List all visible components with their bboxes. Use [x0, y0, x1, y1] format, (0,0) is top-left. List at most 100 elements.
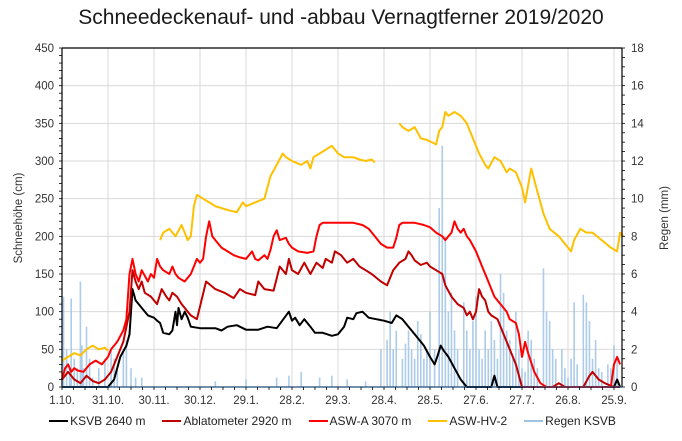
rain-bar [453, 330, 456, 387]
rain-bar [447, 311, 450, 387]
rain-bar [416, 321, 419, 387]
x-tick-label: 30.11. [138, 395, 169, 407]
series-regen-ksvb [62, 145, 618, 387]
x-tick-label: 27.6. [463, 395, 489, 407]
rain-bar [70, 298, 72, 387]
y2-tick-label: 8 [631, 231, 637, 243]
rain-bar [423, 358, 425, 387]
rain-bar [110, 349, 112, 387]
rain-bar [542, 268, 545, 387]
rain-bar [401, 358, 404, 387]
rain-bar [62, 296, 65, 387]
rain-bar [85, 326, 88, 387]
legend-label: Ablatometer 2920 m [183, 414, 292, 428]
gridlines [62, 47, 622, 387]
x-tick-label: 28.5. [417, 395, 443, 407]
y2-tick-label: 16 [631, 81, 644, 93]
x-tick-label: 30.12. [184, 395, 216, 407]
series-line [62, 288, 622, 388]
y2-tick-label: 14 [631, 118, 644, 130]
x-tick-label: 28.2. [279, 395, 305, 407]
rain-bar [554, 358, 557, 387]
y2-tick-label: 12 [631, 156, 644, 168]
rain-bar [140, 377, 143, 387]
rain-bar [478, 349, 480, 387]
rain-bar [318, 377, 321, 387]
x-tick-label: 28.4. [371, 395, 397, 407]
rain-bar [475, 296, 477, 387]
legend-swatch-icon [428, 420, 448, 422]
rain-bar [548, 321, 551, 387]
rain-bar [410, 349, 413, 387]
y2-tick-label: 6 [631, 269, 637, 281]
legend-swatch-icon [49, 420, 69, 422]
rain-bar [73, 358, 76, 387]
rain-bar [469, 349, 471, 387]
rain-bar [79, 281, 82, 387]
series-line [61, 250, 621, 388]
rain-bar [551, 349, 554, 387]
legend-swatch-icon [524, 420, 544, 422]
rain-bar [484, 330, 486, 387]
series-lines [61, 111, 624, 388]
rain-bar [407, 330, 410, 387]
rain-bar [125, 339, 128, 387]
rain-bar [487, 349, 490, 387]
chart-title: Schneedeckenauf- und -abbau Vernagtferne… [78, 6, 604, 29]
x-tick-label: 27.7. [509, 395, 535, 407]
rain-bar [82, 368, 85, 387]
rain-bar [607, 364, 609, 387]
rain-bar [441, 145, 444, 387]
rain-bar [88, 358, 91, 387]
x-tick-label: 1.10. [49, 395, 75, 407]
rain-bar [508, 339, 511, 387]
y-tick-label: 350 [35, 118, 54, 130]
legend-label: Regen KSVB [545, 414, 616, 428]
legend-swatch-icon [308, 420, 328, 422]
rain-bar [588, 321, 591, 387]
rain-bar [300, 371, 302, 387]
rain-bar [389, 311, 391, 387]
rain-bar [404, 343, 407, 387]
x-tick-label: 26.8. [555, 395, 581, 407]
rain-bar [364, 381, 367, 387]
rain-bar [472, 321, 474, 387]
rain-bar [288, 375, 290, 387]
y-tick-label: 450 [35, 43, 54, 55]
y2-axis-title: Regen (mm) [659, 186, 671, 250]
rain-bar [429, 311, 431, 387]
rain-bar [130, 368, 132, 387]
rain-bar [91, 377, 94, 387]
rain-bar [610, 368, 612, 387]
x-tick-label: 25.9. [601, 395, 627, 407]
rain-bar [380, 349, 382, 387]
rain-bar [346, 379, 348, 387]
y-axis-title: Schneehöhe (cm) [13, 172, 25, 263]
legend-item-ablatometer: Ablatometer 2920 m [162, 414, 292, 428]
rain-bar [426, 349, 428, 387]
y2-tick-label: 4 [631, 307, 638, 319]
rain-bar [496, 358, 499, 387]
rain-bar [420, 334, 422, 387]
rain-bar [245, 379, 247, 387]
rain-bar [392, 349, 394, 387]
y2-tick-label: 10 [631, 194, 644, 206]
rain-bar [134, 377, 137, 387]
rain-bar [433, 349, 436, 387]
rain-bar [515, 311, 517, 387]
y2-tick-label: 18 [631, 43, 644, 55]
legend-label: ASW-HV-2 [449, 414, 508, 428]
series-line [61, 220, 622, 388]
legend-item-asw-hv-2: ASW-HV-2 [428, 414, 507, 428]
x-tick-label: 31.10. [92, 395, 124, 407]
rain-bar [481, 358, 483, 387]
rain-bar [98, 368, 100, 387]
legend-swatch-icon [162, 420, 182, 422]
legend-item-ksvb: KSVB 2640 m [49, 414, 145, 428]
rain-bar [81, 345, 83, 387]
rain-bar [331, 375, 333, 387]
rain-bar [104, 358, 106, 387]
legend-item-regen: Regen KSVB [524, 414, 616, 428]
series-line [61, 111, 624, 362]
rain-bar [462, 302, 465, 387]
